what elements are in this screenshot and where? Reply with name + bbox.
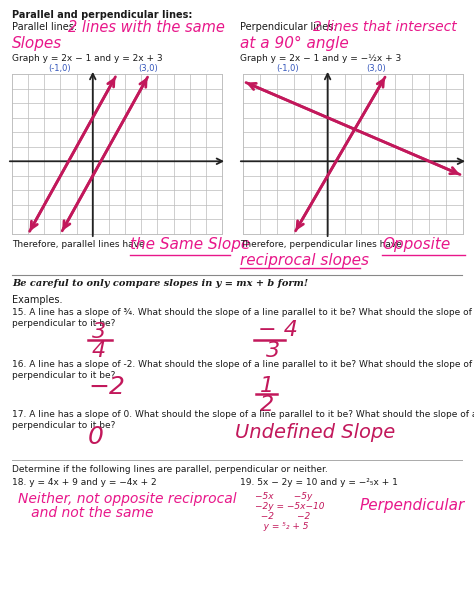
Text: Examples.: Examples. — [12, 295, 63, 305]
Text: Perpendicular: Perpendicular — [360, 498, 465, 513]
Text: Neither, not opposite reciprocal: Neither, not opposite reciprocal — [18, 492, 237, 506]
Text: −2        −2: −2 −2 — [255, 512, 310, 521]
Text: Graph y = 2x − 1 and y = 2x + 3: Graph y = 2x − 1 and y = 2x + 3 — [12, 54, 163, 63]
Text: 19. 5x − 2y = 10 and y = −²₅x + 1: 19. 5x − 2y = 10 and y = −²₅x + 1 — [240, 478, 398, 487]
Text: 17. A line has a slope of 0. What should the slope of a line parallel to it be? : 17. A line has a slope of 0. What should… — [12, 410, 474, 419]
Text: perpendicular to it be?: perpendicular to it be? — [12, 319, 115, 328]
Text: Therefore, perpendicular lines have: Therefore, perpendicular lines have — [240, 240, 405, 249]
Text: (-1,0): (-1,0) — [48, 64, 71, 73]
Text: y = ⁵₂ + 5: y = ⁵₂ + 5 — [255, 522, 309, 531]
Text: 1: 1 — [260, 376, 274, 396]
Text: reciprocal slopes: reciprocal slopes — [240, 253, 369, 268]
Text: Undefined Slope: Undefined Slope — [235, 423, 395, 442]
Text: 16. A line has a slope of -2. What should the slope of a line parallel to it be?: 16. A line has a slope of -2. What shoul… — [12, 360, 474, 369]
Text: (3,0): (3,0) — [138, 64, 158, 73]
Text: at a 90° angle: at a 90° angle — [240, 36, 349, 51]
Text: Graph y = 2x − 1 and y = −½x + 3: Graph y = 2x − 1 and y = −½x + 3 — [240, 54, 401, 63]
Text: Parallel lines:: Parallel lines: — [12, 22, 83, 32]
Text: Therefore, parallel lines have: Therefore, parallel lines have — [12, 240, 147, 249]
Text: (-1,0): (-1,0) — [276, 64, 299, 73]
Bar — [243, 74, 463, 234]
Bar — [12, 74, 222, 234]
Text: −2: −2 — [88, 375, 125, 399]
Text: 18. y = 4x + 9 and y = −4x + 2: 18. y = 4x + 9 and y = −4x + 2 — [12, 478, 156, 487]
Text: perpendicular to it be?: perpendicular to it be? — [12, 371, 115, 380]
Text: Perpendicular lines:: Perpendicular lines: — [240, 22, 343, 32]
Text: Opposite: Opposite — [382, 237, 450, 252]
Text: 3: 3 — [266, 341, 280, 361]
Text: Determine if the following lines are parallel, perpendicular or neither.: Determine if the following lines are par… — [12, 465, 328, 474]
Text: −2y = −5x−10: −2y = −5x−10 — [255, 502, 325, 511]
Text: 3: 3 — [92, 322, 106, 342]
Text: the Same Slope: the Same Slope — [130, 237, 250, 252]
Text: 0: 0 — [88, 425, 104, 449]
Text: 2: 2 — [260, 395, 274, 415]
Text: (3,0): (3,0) — [366, 64, 386, 73]
Text: Slopes: Slopes — [12, 36, 62, 51]
Text: 2 lines with the same: 2 lines with the same — [68, 20, 225, 35]
Text: − 4: − 4 — [258, 320, 298, 340]
Text: and not the same: and not the same — [18, 506, 154, 520]
Text: Parallel and perpendicular lines:: Parallel and perpendicular lines: — [12, 10, 192, 20]
Text: 2 lines that intersect: 2 lines that intersect — [313, 20, 457, 34]
Text: 15. A line has a slope of ¾. What should the slope of a line parallel to it be? : 15. A line has a slope of ¾. What should… — [12, 308, 474, 317]
Text: 4: 4 — [92, 341, 106, 361]
Text: perpendicular to it be?: perpendicular to it be? — [12, 421, 115, 430]
Text: −5x       −5y: −5x −5y — [255, 492, 312, 501]
Text: Be careful to only compare slopes in y = mx + b form!: Be careful to only compare slopes in y =… — [12, 279, 308, 288]
